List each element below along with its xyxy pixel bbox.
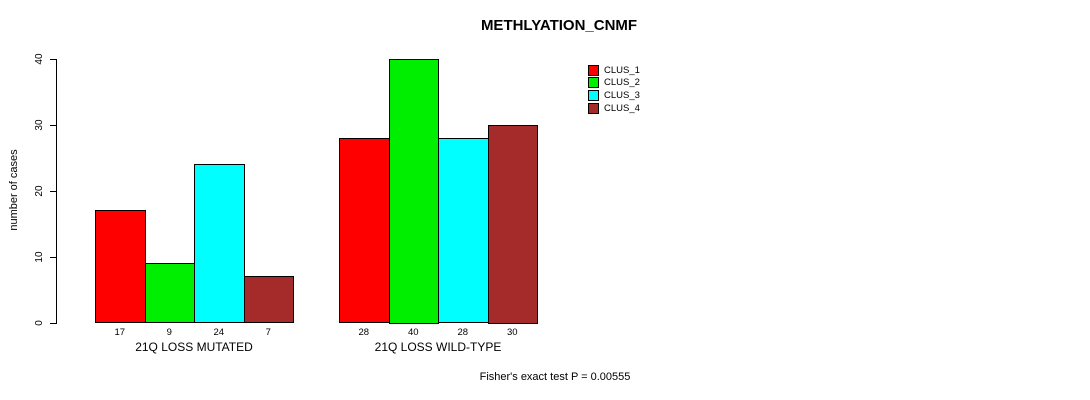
chart-title: METHLYATION_CNMF	[480, 17, 638, 34]
bar-value-label: 28	[457, 327, 469, 338]
bar-value-label: 40	[407, 327, 419, 338]
y-axis-tick-label: 0	[34, 319, 45, 326]
legend-row-clus_4: CLUS_4	[588, 102, 640, 115]
stats-annotation: Fisher's exact test P = 0.00555	[479, 371, 631, 383]
bar-clus_3-group1	[194, 164, 245, 324]
category-label: 21Q LOSS WILD-TYPE	[374, 340, 502, 354]
y-axis-tick-label: 40	[34, 52, 45, 65]
legend-label: CLUS_1	[604, 64, 640, 76]
y-axis-tick-label: 30	[34, 118, 45, 131]
bar-clus_2-group1	[144, 263, 195, 324]
bar-clus_4-group1	[243, 276, 294, 324]
category-label: 21Q LOSS MUTATED	[135, 340, 253, 354]
bar-clus_4-group2	[487, 124, 538, 324]
legend-label: CLUS_3	[604, 89, 640, 101]
bar-value-label: 7	[265, 327, 271, 338]
legend-swatch-icon	[588, 77, 599, 89]
y-axis-tick	[50, 58, 56, 60]
bar-clus_2-group2	[388, 58, 439, 324]
bar-value-label: 24	[213, 327, 225, 338]
y-axis-tick-label: 20	[34, 184, 45, 197]
y-axis-line	[56, 58, 57, 324]
bar-value-label: 9	[166, 327, 172, 338]
legend-swatch-icon	[588, 64, 599, 76]
legend-row-clus_3: CLUS_3	[588, 89, 640, 102]
y-axis-label: number of cases	[8, 149, 20, 231]
chart-legend: CLUS_1 CLUS_2 CLUS_3 CLUS_4	[588, 64, 640, 114]
bar-clus_3-group2	[438, 137, 489, 324]
y-axis-tick	[50, 190, 56, 192]
legend-row-clus_2: CLUS_2	[588, 77, 640, 90]
bar-clus_1-group2	[339, 137, 390, 324]
y-axis-tick-label: 10	[34, 250, 45, 263]
legend-label: CLUS_2	[604, 77, 640, 89]
legend-row-clus_1: CLUS_1	[588, 64, 640, 77]
bar-value-label: 17	[114, 327, 126, 338]
bar-value-label: 30	[506, 327, 518, 338]
legend-label: CLUS_4	[604, 102, 640, 114]
bar-clus_1-group1	[95, 210, 146, 324]
bar-value-label: 28	[358, 327, 370, 338]
y-axis-tick	[50, 322, 56, 324]
legend-swatch-icon	[588, 102, 599, 114]
y-axis-tick	[50, 256, 56, 258]
legend-swatch-icon	[588, 89, 599, 101]
y-axis-tick	[50, 124, 56, 126]
